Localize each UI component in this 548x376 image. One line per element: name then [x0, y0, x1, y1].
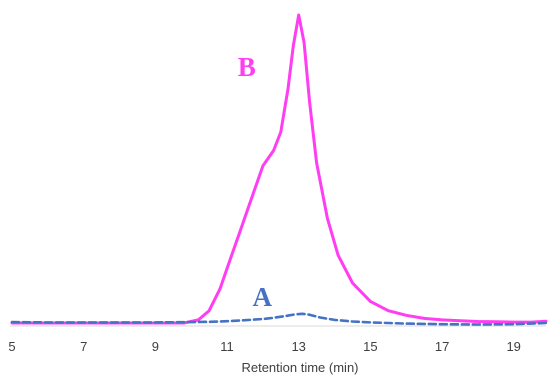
x-axis-title: Retention time (min)	[241, 360, 358, 375]
series-label-b: B	[238, 52, 256, 82]
x-tick-label: 11	[220, 339, 234, 354]
series-label-a: A	[253, 282, 273, 312]
series-line-a	[10, 312, 548, 326]
x-tick-label: 9	[152, 339, 159, 354]
series-line-b	[10, 13, 548, 325]
x-tick-labels: 5 7 9 11 13 15 17 19	[8, 339, 521, 354]
x-tick-label: 13	[291, 339, 305, 354]
x-tick-label: 5	[8, 339, 15, 354]
series-group	[10, 13, 548, 326]
x-tick-label: 7	[80, 339, 87, 354]
x-tick-label: 19	[506, 339, 520, 354]
x-tick-label: 15	[363, 339, 377, 354]
x-tick-label: 17	[435, 339, 449, 354]
series-labels: BA	[238, 52, 273, 312]
